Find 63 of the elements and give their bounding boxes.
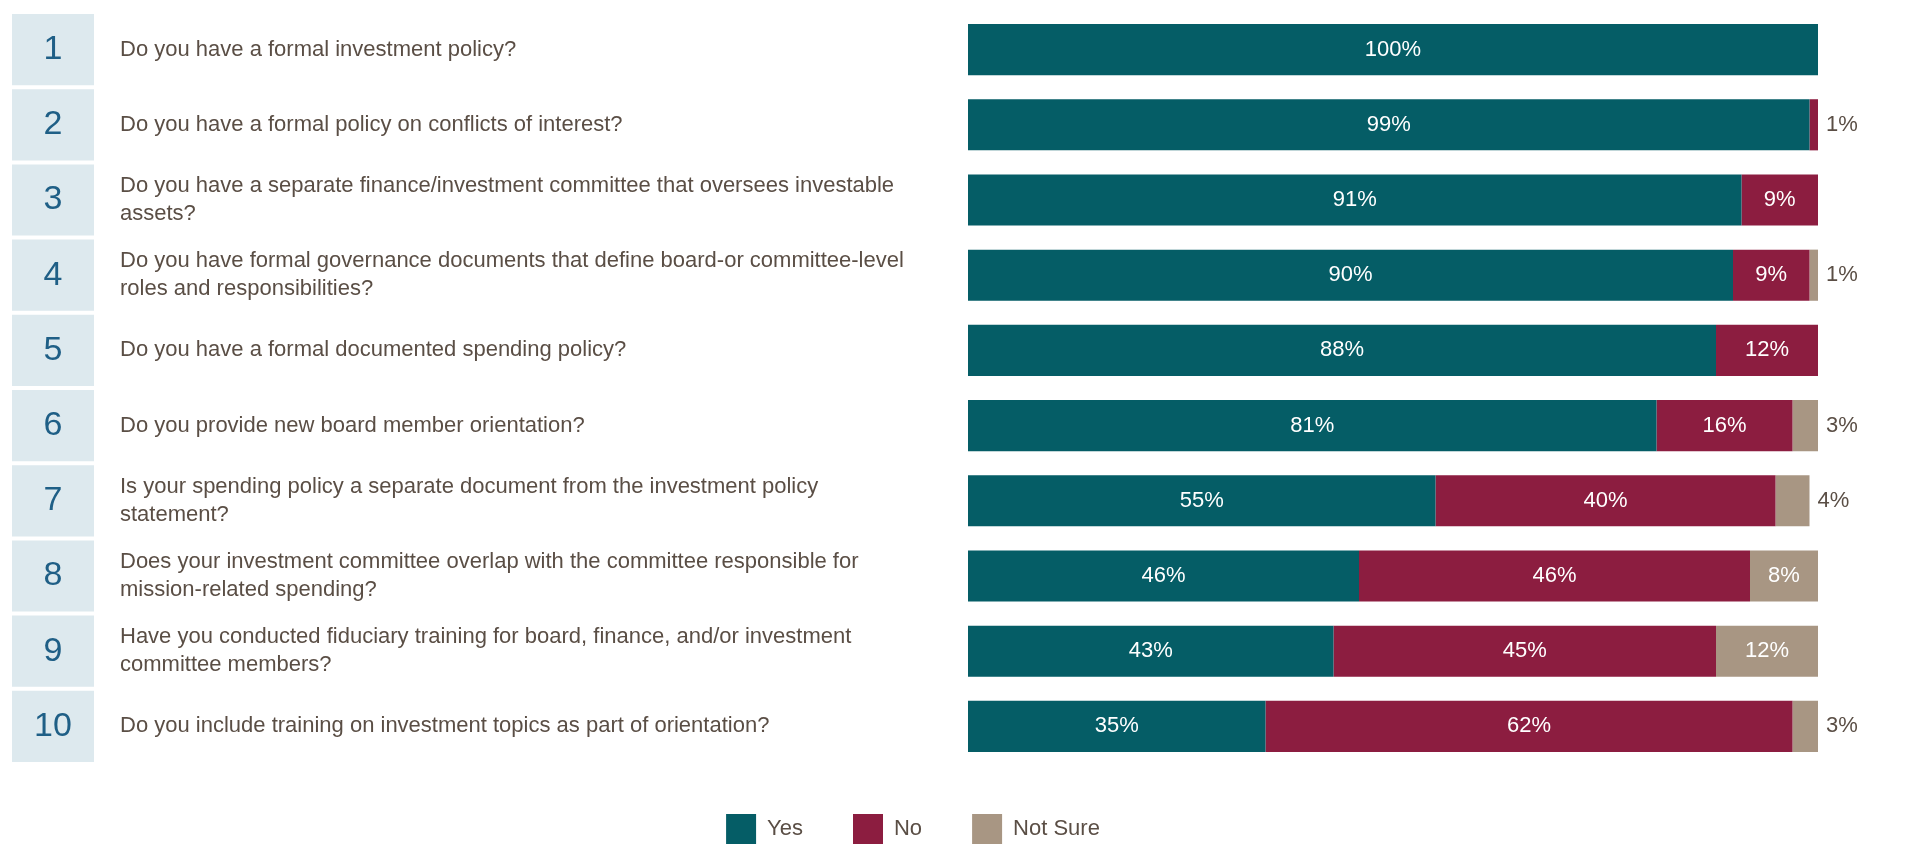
bar: [1750, 550, 1818, 602]
bar: [1656, 400, 1793, 452]
bar: [1716, 625, 1818, 677]
bar: [968, 324, 1716, 376]
bar: [968, 475, 1436, 527]
data-label: 1%: [1826, 261, 1858, 287]
data-label: 43%: [1128, 637, 1173, 663]
category-label: 10 Do you include training on investment topics as part of orientation?: [34, 704, 770, 743]
bar: [968, 249, 1733, 301]
bar: [968, 174, 1742, 226]
category-label: 3 Do you have a separate finance/investment committee that oversees investable assets?: [43, 172, 895, 226]
bar: [1333, 625, 1716, 677]
bar: [1265, 700, 1793, 752]
bar: [1716, 324, 1818, 376]
bar: [1809, 99, 1818, 151]
data-label: 40%: [1583, 486, 1628, 512]
data-label: 55%: [1179, 486, 1224, 512]
bar: [1359, 550, 1750, 602]
data-label: 9%: [1755, 261, 1788, 287]
data-label: 3%: [1826, 411, 1858, 437]
category-label: 7 Is your spending policy a separate document from the investment policy statement?: [43, 472, 819, 526]
category-label: 4 Do you have formal governance documents that define board-or committee-level roles and responsibilities?: [43, 247, 904, 301]
data-label: 16%: [1702, 411, 1747, 437]
bar: [968, 550, 1359, 602]
data-label: 99%: [1366, 110, 1411, 136]
bar: [968, 99, 1810, 151]
bar: [1435, 475, 1776, 527]
legend-label: Not Sure: [1013, 815, 1100, 841]
data-label: 35%: [1094, 712, 1139, 738]
legend-label: No: [893, 815, 923, 841]
bar: [1792, 700, 1818, 752]
data-label: 62%: [1506, 712, 1552, 738]
data-label: 4%: [1817, 486, 1850, 512]
bar: [1775, 475, 1810, 527]
bar: [968, 24, 1818, 76]
data-label: 3%: [1826, 712, 1858, 738]
legend-label: Yes: [767, 815, 803, 841]
bar: [968, 400, 1657, 452]
data-label: 46%: [1141, 562, 1186, 588]
bar: [1809, 249, 1818, 301]
bar: [968, 700, 1266, 752]
data-label: 8%: [1768, 562, 1800, 588]
data-label: 9%: [1763, 186, 1796, 212]
category-label: 8 Does your investment committee overlap with the committee responsible for mission-related spending?: [43, 548, 859, 602]
data-label: 12%: [1744, 336, 1790, 362]
data-label: 81%: [1290, 411, 1335, 437]
data-label: 88%: [1319, 336, 1365, 362]
category-label: 9 Have you conducted fiduciary training for board, finance, and/or investment committee members?: [43, 623, 852, 677]
data-label: 90%: [1328, 261, 1373, 287]
data-label: 45%: [1502, 637, 1547, 663]
bar: [968, 625, 1334, 677]
data-label: 1%: [1826, 110, 1858, 136]
category-label: 1 Do you have a formal investment policy?: [43, 27, 517, 66]
bar: [1792, 400, 1818, 452]
bar: [1741, 174, 1818, 226]
category-label: 5 Do you have a formal documented spending policy?: [43, 328, 627, 367]
category-label: 6 Do you provide new board member orientation?: [43, 403, 585, 442]
data-label: 100%: [1364, 35, 1422, 61]
data-label: 12%: [1744, 637, 1790, 663]
category-label: 2 Do you have a formal policy on conflicts of interest?: [43, 103, 623, 142]
bar: [1733, 249, 1810, 301]
data-label: 91%: [1332, 186, 1377, 212]
data-label: 46%: [1532, 562, 1577, 588]
